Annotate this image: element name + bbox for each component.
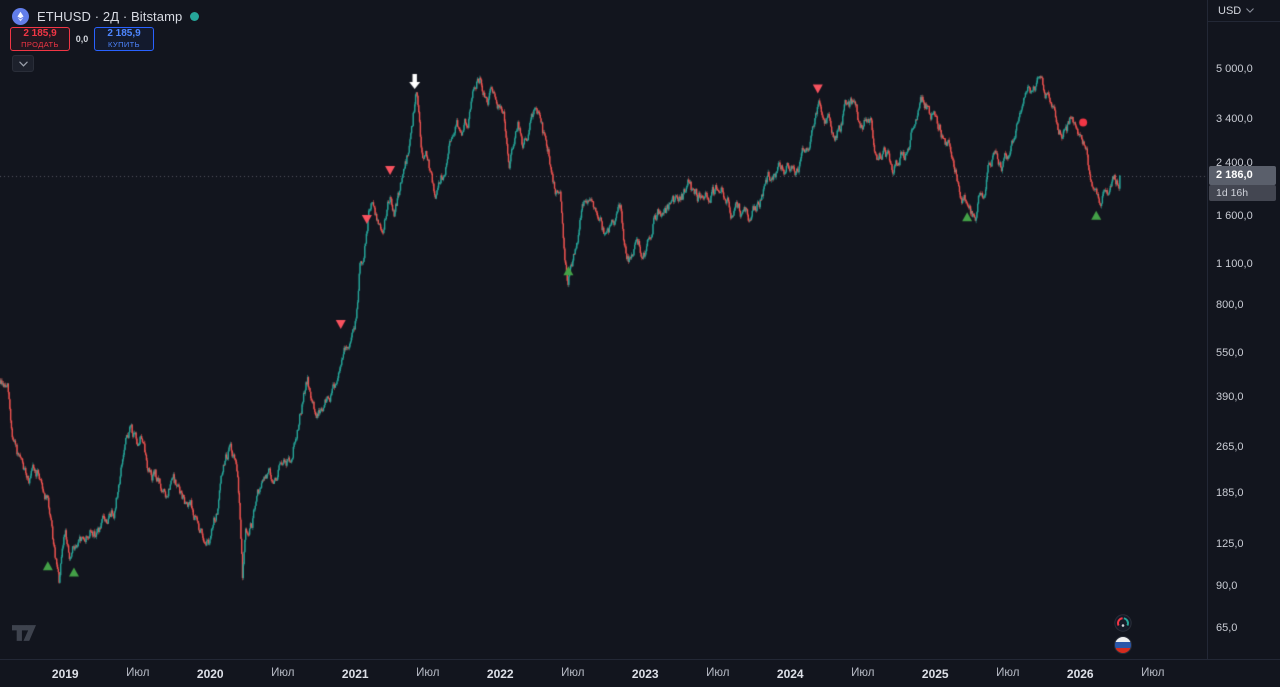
tradingview-logo[interactable] xyxy=(12,625,36,646)
sentiment-gauge-button[interactable] xyxy=(1114,614,1132,632)
sell-button[interactable]: 2 185,9 ПРОДАТЬ xyxy=(10,27,70,51)
candlestick-chart[interactable] xyxy=(0,0,1208,660)
time-tick: 2019 xyxy=(51,667,79,681)
market-status-dot xyxy=(190,12,200,21)
time-tick: Июл xyxy=(416,667,440,679)
price-tick: 5 000,0 xyxy=(1216,63,1253,75)
currency-selector[interactable]: USD xyxy=(1208,0,1280,22)
sell-label: ПРОДАТЬ xyxy=(21,39,59,49)
sell-price: 2 185,9 xyxy=(23,28,57,40)
spread-value: 0,0 xyxy=(75,34,89,44)
last-price-badge: 2 186,0 xyxy=(1209,165,1276,185)
time-tick: Июл xyxy=(996,667,1020,679)
price-tick: 90,0 xyxy=(1216,580,1238,593)
price-tick: 125,0 xyxy=(1216,537,1244,550)
ethereum-icon xyxy=(12,8,29,25)
chart-plot-area: ETHUSD · 2Д · Bitstamp 2 185,9 ПРОДАТЬ 0… xyxy=(0,0,1208,660)
gauge-icon xyxy=(1114,614,1132,632)
price-tick: 185,0 xyxy=(1216,487,1244,500)
legend-collapse-button[interactable] xyxy=(12,55,34,72)
time-tick: Июл xyxy=(126,667,150,679)
price-tick: 265,0 xyxy=(1216,441,1244,454)
buy-sell-panel: 2 185,9 ПРОДАТЬ 0,0 2 185,9 КУПИТЬ xyxy=(10,27,154,51)
time-tick: 2023 xyxy=(631,667,659,681)
price-tick: 1 600,0 xyxy=(1216,209,1253,222)
time-axis[interactable]: 2019 Июл 2020 Июл 2021 Июл 2022 Июл 2023 Июл 2024 И… xyxy=(0,659,1280,687)
symbol-title[interactable]: ETHUSD · 2Д · Bitstamp xyxy=(37,9,183,24)
price-axis[interactable]: USD 5 000,0 3 400,0 2 400,0 1 600,0 1 100,0 8… xyxy=(1207,0,1280,660)
time-tick: Июл xyxy=(851,667,875,679)
time-tick: Июл xyxy=(706,667,730,679)
price-tick: 390,0 xyxy=(1216,391,1244,404)
time-tick: 2021 xyxy=(341,667,369,681)
bar-countdown: 1d 16h xyxy=(1209,184,1276,201)
time-tick: 2020 xyxy=(196,667,224,681)
buy-button[interactable]: 2 185,9 КУПИТЬ xyxy=(94,27,154,51)
price-tick: 3 400,0 xyxy=(1216,112,1253,125)
chevron-down-icon xyxy=(18,61,28,67)
time-tick: 2026 xyxy=(1066,667,1094,681)
symbol-legend: ETHUSD · 2Д · Bitstamp xyxy=(12,8,200,25)
time-tick: Июл xyxy=(561,667,585,679)
time-tick: Июл xyxy=(1141,667,1165,679)
price-tick: 800,0 xyxy=(1216,298,1244,311)
price-tick: 1 100,0 xyxy=(1216,257,1253,270)
time-tick: 2024 xyxy=(776,667,804,681)
last-price-value: 2 186,0 xyxy=(1216,169,1253,181)
time-tick: Июл xyxy=(271,667,295,679)
flag-widget-button[interactable] xyxy=(1114,636,1132,654)
flag-icon xyxy=(1114,636,1132,654)
floating-widgets xyxy=(1114,614,1132,654)
buy-label: КУПИТЬ xyxy=(108,39,140,49)
time-tick: 2025 xyxy=(921,667,949,681)
price-tick: 65,0 xyxy=(1216,622,1238,635)
buy-price: 2 185,9 xyxy=(107,28,141,40)
chevron-down-icon xyxy=(1246,8,1254,13)
price-tick: 550,0 xyxy=(1216,347,1244,360)
currency-label: USD xyxy=(1218,4,1242,17)
time-tick: 2022 xyxy=(486,667,514,681)
